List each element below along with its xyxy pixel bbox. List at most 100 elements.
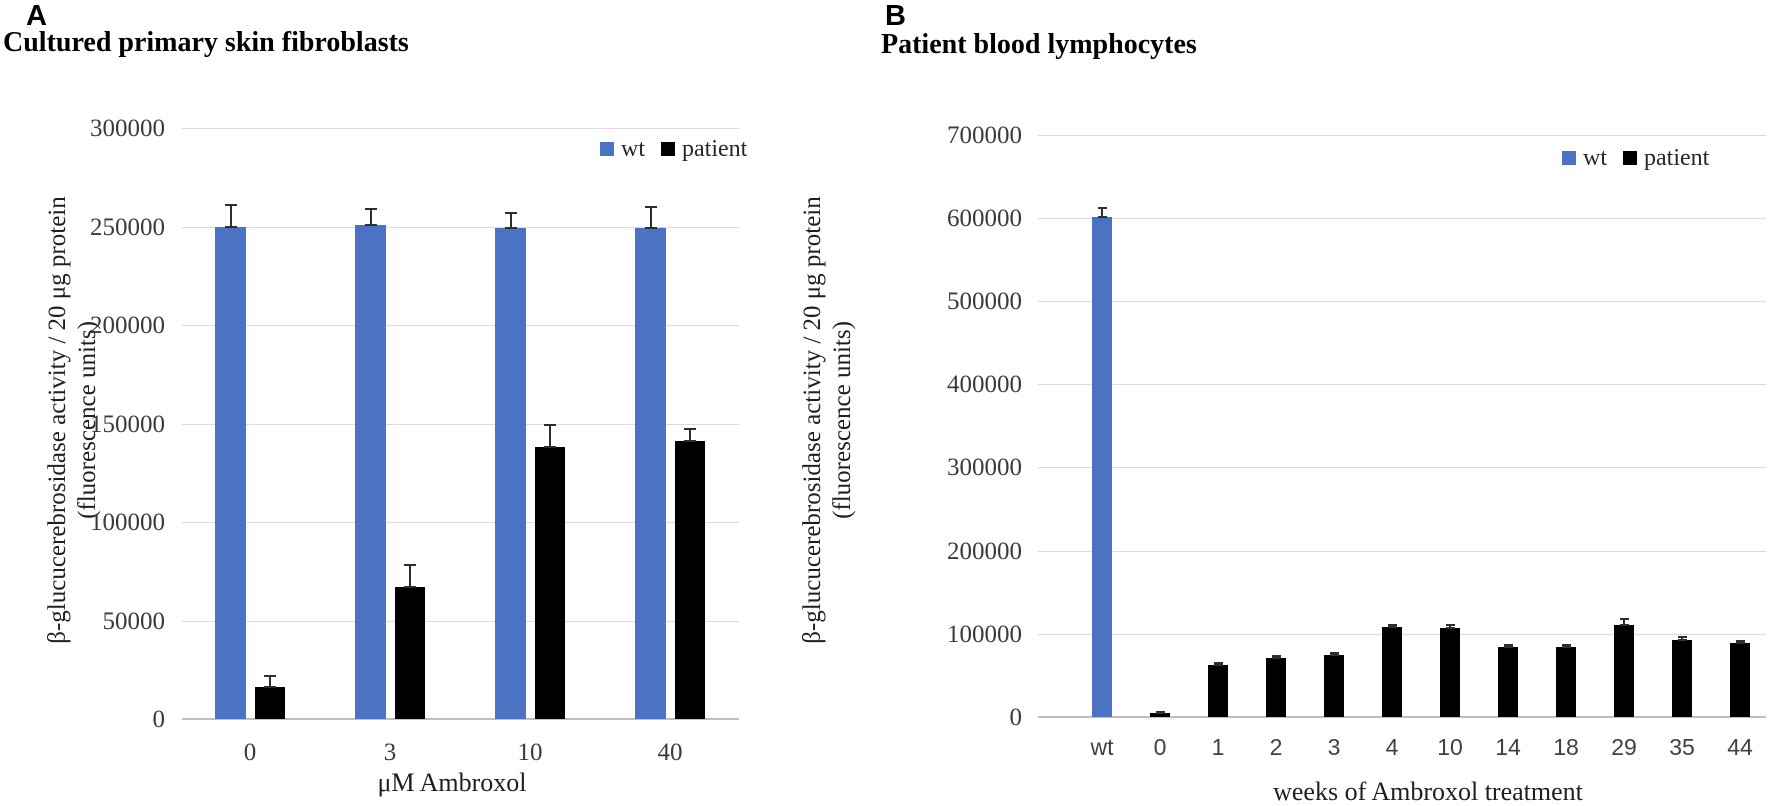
error-bar-cap-top-patient-44 — [1735, 639, 1745, 642]
error-bar-wt-wt — [1101, 207, 1103, 217]
panel-b-y-tick-label-100000: 100000 — [947, 620, 1022, 648]
panel-b-y-tick-label-700000: 700000 — [947, 121, 1022, 149]
panel-a-x-axis-line — [182, 718, 739, 720]
panel-b-y-tick-label-300000: 300000 — [947, 454, 1022, 482]
error-bar-cap-top-patient-4 — [1387, 624, 1397, 627]
error-bar-cap-top-patient-14 — [1503, 644, 1513, 647]
error-bar-cap-top-wt-3 — [364, 207, 377, 210]
panel-b-x-tick-label-44: 44 — [1727, 734, 1753, 760]
panel-a-gridline-250000 — [182, 226, 739, 228]
bar-wt-wt — [1092, 216, 1112, 717]
panel-a-letter: A — [26, 0, 47, 32]
error-bar-cap-top-patient-35 — [1677, 636, 1687, 639]
panel-a-y-tick-label-100000: 100000 — [90, 509, 165, 536]
panel-a-gridline-150000 — [182, 423, 739, 425]
panel-a-x-tick-label-3: 3 — [383, 739, 397, 766]
bar-patient-29 — [1614, 625, 1634, 717]
panel-a-gridline-300000 — [182, 128, 739, 129]
panel-a-title: Cultured primary skin fibroblasts — [3, 27, 409, 58]
panel-b-x-axis-title: weeks of Ambroxol treatment — [1273, 777, 1583, 806]
error-bar-cap-bottom-patient-4 — [1387, 626, 1397, 629]
error-bar-patient-35 — [1681, 637, 1683, 640]
panel-b-gridline-500000 — [1038, 301, 1766, 302]
bar-wt-0 — [215, 226, 246, 719]
wt-legend-swatch-icon — [600, 142, 614, 156]
bar-patient-0 — [1150, 712, 1170, 717]
error-bar-wt-3 — [369, 208, 372, 225]
error-bar-cap-top-patient-3 — [403, 564, 416, 567]
error-bar-cap-bottom-patient-2 — [1271, 656, 1281, 659]
panel-a-gridline-50000 — [182, 620, 739, 622]
error-bar-cap-bottom-patient-10 — [543, 446, 556, 449]
error-bar-patient-14 — [1507, 645, 1509, 648]
error-bar-cap-top-patient-29 — [1619, 617, 1629, 620]
panel-b-y-tick-label-200000: 200000 — [947, 537, 1022, 565]
error-bar-patient-3 — [408, 565, 411, 587]
error-bar-cap-bottom-wt-10 — [504, 227, 517, 230]
panel-b-x-tick-label-2: 2 — [1269, 734, 1283, 760]
error-bar-cap-top-patient-1 — [1213, 662, 1223, 665]
panel-b-y-tick-label-400000: 400000 — [947, 371, 1022, 399]
error-bar-cap-bottom-wt-wt — [1097, 215, 1107, 218]
bar-patient-14 — [1498, 647, 1518, 717]
bar-patient-18 — [1556, 647, 1576, 717]
panel-a-legend: wt patient — [600, 137, 747, 161]
error-bar-cap-top-patient-40 — [683, 428, 696, 431]
bar-patient-44 — [1730, 642, 1750, 717]
panel-a-gridline-100000 — [182, 522, 739, 523]
error-bar-wt-40 — [649, 206, 652, 229]
bar-wt-40 — [635, 228, 666, 719]
panel-b-x-tick-label-4: 4 — [1385, 734, 1399, 760]
panel-a-gridline-200000 — [182, 325, 739, 326]
error-bar-cap-bottom-patient-14 — [1503, 646, 1513, 649]
error-bar-patient-44 — [1739, 640, 1741, 643]
error-bar-cap-bottom-wt-0 — [224, 225, 237, 228]
panel-a-y-tick-label-50000: 50000 — [102, 607, 166, 635]
panel-a-x-tick-label-0: 0 — [243, 739, 257, 766]
error-bar-cap-top-patient-10 — [1445, 624, 1455, 627]
bar-patient-3 — [1324, 655, 1344, 717]
bar-patient-1 — [1208, 665, 1228, 717]
panel-b-y-axis-label: β-glucucerebrosidase activity / 20 μg pr… — [798, 110, 858, 730]
panel-b-gridline-400000 — [1038, 384, 1766, 386]
error-bar-cap-top-patient-18 — [1561, 644, 1571, 647]
error-bar-cap-bottom-patient-1 — [1213, 664, 1223, 667]
panel-a-x-tick-label-10: 10 — [517, 739, 543, 766]
panel-a-y-tick-label-300000: 300000 — [90, 115, 165, 142]
error-bar-wt-0 — [229, 204, 232, 227]
error-bar-cap-top-wt-0 — [224, 203, 237, 206]
panel-b-legend-label-patient: patient — [1644, 145, 1710, 171]
patient-legend-swatch-icon — [1623, 151, 1637, 165]
bar-wt-3 — [355, 224, 386, 719]
panel-b-y-axis-label-line1: β-glucucerebrosidase activity / 20 μg pr… — [799, 196, 826, 644]
panel-a-legend-label-patient: patient — [682, 136, 748, 162]
panel-b-title: Patient blood lymphocytes — [881, 29, 1197, 60]
panel-b-legend-item-wt: wt — [1562, 146, 1607, 170]
panel-b-x-tick-label-0: 0 — [1153, 734, 1167, 760]
panel-b-letter: B — [885, 0, 906, 32]
panel-a-legend-item-patient: patient — [661, 137, 747, 161]
error-bar-patient-3 — [1333, 653, 1335, 656]
bar-wt-10 — [495, 228, 526, 719]
panel-b-y-axis-label-line2: (fluorescence units) — [829, 321, 856, 519]
panel-b-legend-label-wt: wt — [1583, 145, 1607, 171]
panel-b-y-tick-label-500000: 500000 — [947, 288, 1022, 315]
error-bar-cap-bottom-wt-40 — [644, 227, 657, 230]
bar-patient-40 — [674, 441, 705, 719]
panel-a-y-tick-label-0: 0 — [152, 706, 166, 733]
error-bar-cap-bottom-patient-35 — [1677, 638, 1687, 641]
error-bar-patient-29 — [1623, 618, 1625, 626]
panel-b-gridline-100000 — [1038, 633, 1766, 635]
wt-legend-swatch-icon — [1562, 151, 1576, 165]
panel-b-x-axis-line — [1038, 716, 1766, 718]
error-bar-cap-bottom-patient-0 — [263, 686, 276, 689]
panel-b-y-tick-label-600000: 600000 — [947, 204, 1022, 232]
bar-patient-10 — [1440, 627, 1460, 717]
error-bar-cap-bottom-patient-0 — [1155, 711, 1165, 714]
panel-b-x-tick-label-3: 3 — [1327, 734, 1341, 760]
error-bar-cap-top-patient-2 — [1271, 654, 1281, 657]
bar-patient-3 — [394, 587, 425, 719]
panel-a-x-axis-title: μM Ambroxol — [377, 768, 527, 797]
panel-b-x-tick-label-1: 1 — [1211, 734, 1225, 760]
